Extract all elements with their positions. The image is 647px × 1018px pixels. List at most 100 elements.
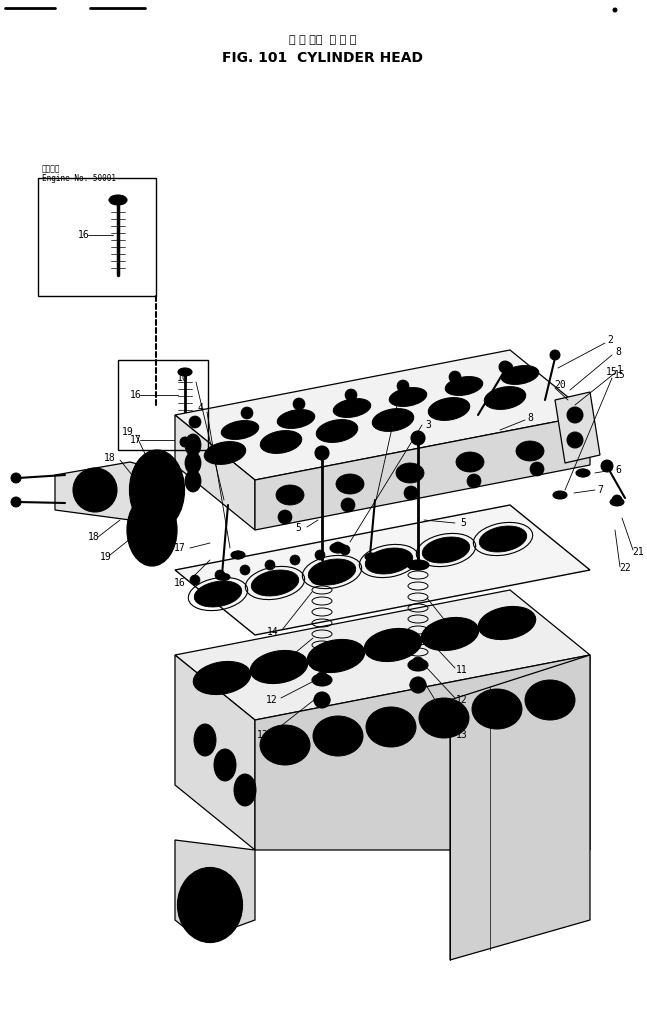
Ellipse shape xyxy=(319,721,357,751)
Ellipse shape xyxy=(250,651,308,683)
Circle shape xyxy=(410,677,426,693)
Ellipse shape xyxy=(214,749,236,781)
Polygon shape xyxy=(555,392,600,463)
Circle shape xyxy=(240,565,250,575)
Ellipse shape xyxy=(489,390,521,406)
Ellipse shape xyxy=(456,452,484,472)
Ellipse shape xyxy=(389,388,427,406)
Ellipse shape xyxy=(419,698,469,738)
Text: FIG. 101  CYLINDER HEAD: FIG. 101 CYLINDER HEAD xyxy=(223,51,424,65)
Text: 6: 6 xyxy=(615,465,621,475)
Circle shape xyxy=(81,476,109,504)
Text: 7: 7 xyxy=(597,485,603,495)
Ellipse shape xyxy=(372,712,410,742)
Ellipse shape xyxy=(209,445,241,461)
Text: シ リ ンダ  ヘ ッ ド: シ リ ンダ ヘ ッ ド xyxy=(289,35,356,45)
Ellipse shape xyxy=(377,411,409,429)
Ellipse shape xyxy=(364,628,422,662)
Ellipse shape xyxy=(422,538,470,563)
Text: 13: 13 xyxy=(257,730,269,740)
Text: 17: 17 xyxy=(174,543,186,553)
Text: 11: 11 xyxy=(269,660,281,670)
Ellipse shape xyxy=(531,685,569,715)
Text: 1: 1 xyxy=(617,365,623,375)
Ellipse shape xyxy=(333,398,371,417)
Text: 2: 2 xyxy=(607,335,613,345)
Text: 8: 8 xyxy=(615,347,621,357)
Ellipse shape xyxy=(412,564,424,570)
Text: 15: 15 xyxy=(606,367,618,377)
Polygon shape xyxy=(175,840,255,940)
Ellipse shape xyxy=(200,666,245,690)
Ellipse shape xyxy=(185,452,201,474)
Ellipse shape xyxy=(307,639,365,673)
Ellipse shape xyxy=(204,442,246,464)
Circle shape xyxy=(215,570,225,580)
Ellipse shape xyxy=(501,365,539,385)
Circle shape xyxy=(612,495,622,505)
Ellipse shape xyxy=(396,463,424,483)
Circle shape xyxy=(293,398,305,410)
Text: 14: 14 xyxy=(456,630,468,640)
Ellipse shape xyxy=(129,450,184,530)
Text: 20: 20 xyxy=(554,380,566,390)
Circle shape xyxy=(601,460,613,472)
Ellipse shape xyxy=(312,674,332,686)
Ellipse shape xyxy=(308,559,356,585)
Text: 16: 16 xyxy=(174,578,186,588)
Circle shape xyxy=(449,371,461,383)
Circle shape xyxy=(340,545,350,555)
Polygon shape xyxy=(450,655,590,960)
Ellipse shape xyxy=(186,878,234,932)
Ellipse shape xyxy=(185,470,201,492)
Text: 12: 12 xyxy=(266,695,278,705)
Polygon shape xyxy=(175,655,255,850)
Circle shape xyxy=(11,497,21,507)
Circle shape xyxy=(404,486,418,500)
Ellipse shape xyxy=(260,725,310,765)
Circle shape xyxy=(11,473,21,483)
Text: 16: 16 xyxy=(78,230,90,240)
Ellipse shape xyxy=(234,774,256,806)
Ellipse shape xyxy=(394,390,422,404)
Text: 16: 16 xyxy=(130,390,142,400)
Ellipse shape xyxy=(484,387,526,409)
Text: 18: 18 xyxy=(88,532,100,542)
Ellipse shape xyxy=(109,195,127,205)
Ellipse shape xyxy=(231,551,245,559)
Text: 8: 8 xyxy=(527,413,533,423)
Circle shape xyxy=(567,407,583,423)
Text: 18: 18 xyxy=(104,453,116,463)
Ellipse shape xyxy=(178,367,192,376)
Ellipse shape xyxy=(260,431,302,453)
Text: 11: 11 xyxy=(456,665,468,675)
Circle shape xyxy=(315,446,329,460)
Polygon shape xyxy=(255,415,590,530)
Circle shape xyxy=(316,672,328,684)
Ellipse shape xyxy=(425,703,463,733)
Polygon shape xyxy=(255,655,590,850)
Text: 19: 19 xyxy=(100,552,112,562)
Circle shape xyxy=(345,389,357,401)
Ellipse shape xyxy=(553,491,567,499)
Ellipse shape xyxy=(338,401,366,415)
Ellipse shape xyxy=(138,462,176,517)
Ellipse shape xyxy=(282,412,310,426)
Circle shape xyxy=(613,8,617,12)
Ellipse shape xyxy=(221,420,259,440)
Ellipse shape xyxy=(311,575,333,585)
Circle shape xyxy=(499,361,511,373)
Ellipse shape xyxy=(266,730,304,760)
Polygon shape xyxy=(175,590,590,720)
Ellipse shape xyxy=(372,408,414,432)
Ellipse shape xyxy=(194,581,242,607)
Polygon shape xyxy=(175,415,255,530)
Circle shape xyxy=(341,498,355,512)
Ellipse shape xyxy=(185,434,201,456)
Circle shape xyxy=(241,407,253,419)
Circle shape xyxy=(501,362,513,374)
Ellipse shape xyxy=(251,570,299,596)
Ellipse shape xyxy=(371,632,415,658)
Ellipse shape xyxy=(316,419,358,443)
Circle shape xyxy=(73,468,117,512)
